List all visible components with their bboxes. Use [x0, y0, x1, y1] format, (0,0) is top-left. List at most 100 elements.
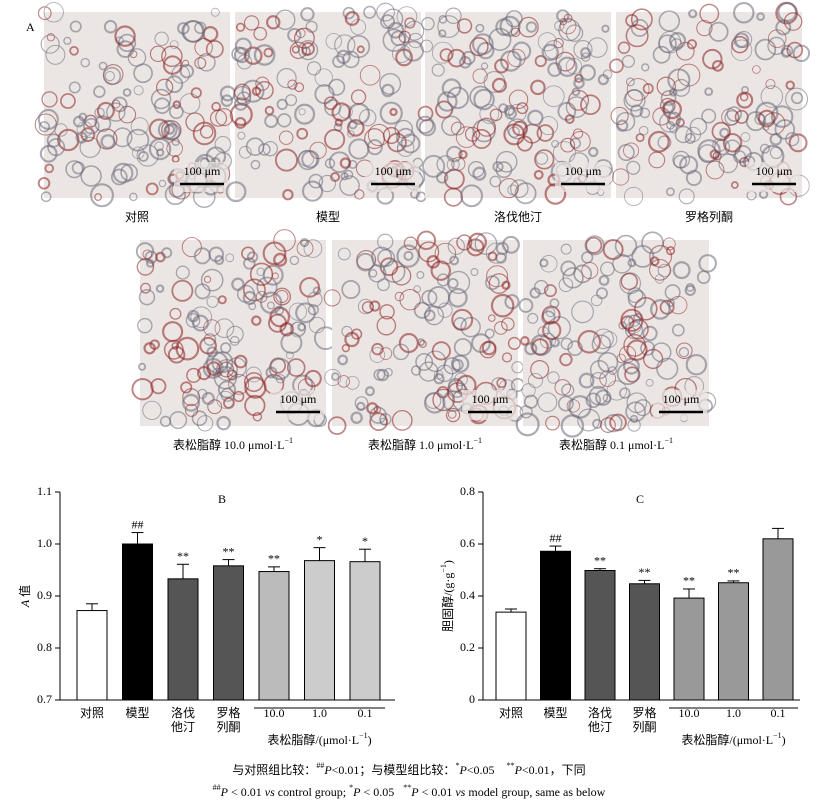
text-segment: vs: [455, 785, 465, 799]
cell: [434, 242, 457, 265]
cell: [106, 102, 126, 122]
cell: [404, 20, 425, 41]
cell: [341, 280, 361, 300]
cell: [736, 91, 754, 109]
cell: [361, 301, 374, 314]
cell: [235, 22, 246, 32]
cell: [676, 342, 693, 360]
cell: [368, 264, 387, 283]
cell: [171, 342, 180, 350]
cell: [184, 403, 199, 417]
cell: [557, 56, 578, 77]
text-segment: −1: [664, 436, 673, 445]
cell: [642, 325, 658, 342]
scale-bar-bg: [746, 162, 800, 192]
cell: [296, 239, 314, 257]
cell: [539, 116, 559, 136]
cell: [43, 2, 64, 23]
text-segment: < 0.01: [419, 785, 456, 799]
text-segment: P: [458, 763, 467, 777]
cell: [263, 47, 274, 58]
cell: [630, 414, 639, 423]
significance: *: [317, 532, 323, 546]
cell: [437, 15, 461, 38]
cell: [456, 234, 473, 251]
micrograph: 100 μm: [515, 231, 717, 438]
cell: [533, 279, 549, 295]
cell: [560, 337, 573, 350]
cell: [484, 328, 495, 339]
cell: [673, 154, 688, 169]
cell: [158, 179, 167, 188]
cell: [656, 76, 676, 97]
text-segment: **: [507, 761, 515, 770]
cell: [104, 71, 115, 82]
cell: [628, 318, 649, 340]
cell: [659, 112, 680, 133]
text-segment: 模型: [316, 210, 340, 224]
cell: [627, 287, 644, 304]
cell: [642, 83, 654, 95]
cell: [273, 252, 288, 267]
cell: [289, 321, 306, 338]
bar: [258, 571, 290, 701]
cell: [765, 79, 776, 90]
cell: [253, 44, 276, 66]
cell: [767, 36, 786, 56]
cell: [450, 121, 465, 136]
cell: [268, 357, 292, 381]
significance: *: [362, 534, 368, 548]
text-segment: 胆固醇/(g·g: [440, 573, 455, 632]
cell: [549, 298, 560, 309]
text-segment: 表松脂醇/(μmol·L: [267, 732, 359, 747]
cell: [719, 127, 730, 139]
scale-label: 100 μm: [184, 164, 221, 178]
cell: [162, 55, 183, 75]
cell: [307, 291, 323, 307]
significance: ##: [550, 531, 562, 545]
cell: [618, 321, 627, 330]
cell: [530, 359, 550, 379]
bar: [76, 610, 108, 701]
cell: [540, 255, 558, 273]
cell: [44, 163, 55, 174]
cell: [468, 232, 487, 252]
panel-caption: 模型: [316, 210, 340, 224]
cell: [389, 107, 398, 117]
cell: [211, 351, 234, 374]
text-segment: control group;: [275, 785, 349, 799]
cell: [192, 314, 209, 332]
cell: [421, 16, 435, 31]
cell: [237, 131, 246, 140]
bar: [349, 561, 381, 701]
micrograph: 100 μm: [609, 1, 811, 207]
bar: [167, 578, 199, 701]
cell: [94, 115, 112, 133]
cell: [588, 146, 599, 158]
text-segment: −1: [359, 731, 368, 740]
x-tick-label: 罗格列酮: [216, 706, 241, 734]
cell: [364, 386, 375, 397]
cell: [344, 11, 360, 26]
cell: [110, 168, 128, 186]
y-tick-label: 1.1: [37, 484, 52, 498]
cell: [630, 104, 644, 118]
cell: [711, 59, 724, 72]
cell: [455, 126, 478, 148]
cell: [369, 347, 386, 363]
scale-label: 100 μm: [472, 392, 509, 406]
cell: [688, 9, 698, 19]
cell: [598, 274, 610, 286]
cell: [38, 121, 50, 133]
cell: [471, 333, 491, 354]
cell: [740, 132, 751, 142]
bar: [718, 582, 749, 701]
cell: [592, 418, 603, 430]
cell: [519, 336, 530, 346]
cell: [331, 372, 340, 381]
cell: [250, 159, 261, 170]
cell: [659, 299, 675, 315]
group-label: 表松脂醇/(μmol·L−1): [267, 731, 371, 746]
cell: [83, 117, 100, 135]
cell: [431, 63, 445, 77]
